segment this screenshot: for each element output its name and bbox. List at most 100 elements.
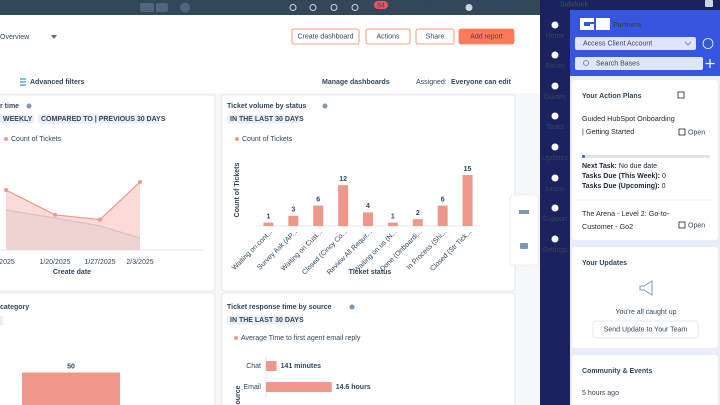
legend-label: Count of Tickets (242, 136, 293, 143)
card-title: Ticket response time by source (227, 304, 332, 311)
nav-icon[interactable] (551, 204, 559, 212)
top-icon[interactable] (289, 4, 297, 11)
nav-label[interactable]: Tasks (546, 124, 564, 131)
bar (288, 215, 299, 226)
tag (0, 114, 34, 124)
x-tick-label: 1/27/2025 (84, 259, 115, 266)
header-button[interactable] (415, 28, 455, 45)
progress-fill (582, 155, 585, 158)
bar (462, 175, 473, 226)
community-card (572, 355, 718, 405)
side-tool[interactable] (519, 210, 529, 214)
bar-value-label: 2 (416, 210, 420, 217)
bar-value-label: 14.6 hours (336, 384, 371, 391)
top-icon[interactable] (330, 4, 338, 11)
nav-label[interactable]: Updates (542, 155, 569, 162)
nav-icon[interactable] (551, 21, 559, 29)
empty-state-text: You're all caught up (615, 309, 676, 316)
nav-label[interactable]: Learn (546, 186, 564, 193)
card-title: r time (0, 103, 19, 110)
tag-label: WEEKLY (3, 116, 33, 123)
nav-label[interactable]: Support (543, 216, 568, 223)
tag-label: IN THE LAST 30 DAYS (230, 317, 304, 324)
header-button-label: Add report (470, 33, 503, 40)
legend-dot (234, 336, 238, 340)
card-title: category (0, 304, 29, 311)
bar (313, 205, 324, 226)
search-icon (583, 60, 589, 66)
section-title: Your Action Plans (582, 93, 642, 100)
open-link[interactable]: Open (688, 129, 705, 136)
nav-label[interactable]: Home (546, 33, 565, 40)
sidekick-title: Sidekick (560, 1, 589, 8)
task-stat: Next Task: No due date (582, 163, 657, 170)
task-stat: Tasks Due (Upcoming): 0 (582, 183, 666, 190)
search-input[interactable] (575, 57, 703, 70)
header-button[interactable] (458, 28, 515, 45)
dashboard-title[interactable]: Overview (0, 34, 30, 41)
task-stat-value: 0 (662, 183, 666, 190)
open-link[interactable]: Open (688, 222, 705, 229)
send-update-button[interactable] (592, 320, 699, 339)
bar (266, 361, 277, 371)
nav-icon[interactable] (551, 82, 559, 90)
header-button[interactable] (365, 28, 411, 45)
top-icon[interactable] (351, 4, 359, 11)
task-stat-label: Next Task: (582, 163, 617, 170)
nav-icon[interactable] (551, 51, 559, 59)
header-button[interactable] (291, 28, 360, 45)
top-icon[interactable] (309, 4, 317, 11)
account-name[interactable]: GO2 Partners (476, 4, 520, 11)
header-button-label: Create dashboard (297, 33, 353, 40)
copilot-button[interactable]: Copilot (416, 4, 438, 11)
assigned-value[interactable]: Everyone can edit (451, 79, 512, 86)
bar-value-label: 141 minutes (281, 363, 322, 370)
bar-value-label: 3 (291, 207, 295, 214)
x-tick-label: /2025 (0, 259, 15, 266)
top-bar (0, 0, 540, 15)
search-placeholder: Search Bases (596, 60, 640, 67)
nav-icon[interactable] (551, 112, 559, 120)
client-account-select[interactable] (575, 37, 696, 50)
bar-value-label: 1 (266, 213, 270, 220)
create-button[interactable] (180, 2, 190, 13)
x-tick-label: 1/20/2025 (39, 259, 70, 266)
bar (263, 222, 274, 226)
info-icon (322, 103, 328, 109)
task-stat-value: 0 (662, 173, 666, 180)
legend-dot (235, 137, 239, 141)
bar (338, 185, 349, 226)
shortcut-key (140, 3, 154, 12)
tag (0, 316, 3, 325)
assigned-label: Assigned: (416, 79, 447, 86)
plan-name[interactable]: Guided HubSpot Onboarding | Getting Star… (582, 114, 675, 136)
nav-icon[interactable] (551, 235, 559, 243)
nav-icon[interactable] (551, 143, 559, 151)
series-line (5, 181, 141, 221)
report-card (0, 94, 216, 292)
bar-value-label: 12 (339, 176, 347, 183)
side-toolbar (509, 194, 539, 266)
plan-name[interactable]: The Arena - Level 2: Go-to-Customer - Go… (582, 209, 670, 231)
advanced-filters-link[interactable]: Advanced filters (30, 79, 85, 86)
open-icon (678, 128, 686, 136)
side-tool[interactable] (520, 243, 528, 249)
add-button[interactable] (705, 59, 715, 68)
notification-count: 84 (377, 2, 385, 9)
nav-label[interactable]: Guides (544, 94, 567, 101)
manage-dashboards-link[interactable]: Manage dashboards (322, 79, 390, 86)
nav-icon[interactable] (551, 174, 559, 182)
nav-label[interactable]: Bases (545, 63, 565, 70)
data-point (98, 217, 102, 222)
bar (363, 212, 373, 226)
pin-icon[interactable] (705, 0, 713, 7)
tag-label: IN THE LAST 30 DAYS (230, 116, 304, 123)
y-axis-title: ource (235, 385, 242, 404)
bar-value-label: 6 (316, 196, 320, 203)
bar (266, 382, 332, 392)
nav-label[interactable]: Settings (542, 247, 568, 254)
shortcut-key (156, 3, 168, 12)
clear-button[interactable] (702, 38, 714, 49)
